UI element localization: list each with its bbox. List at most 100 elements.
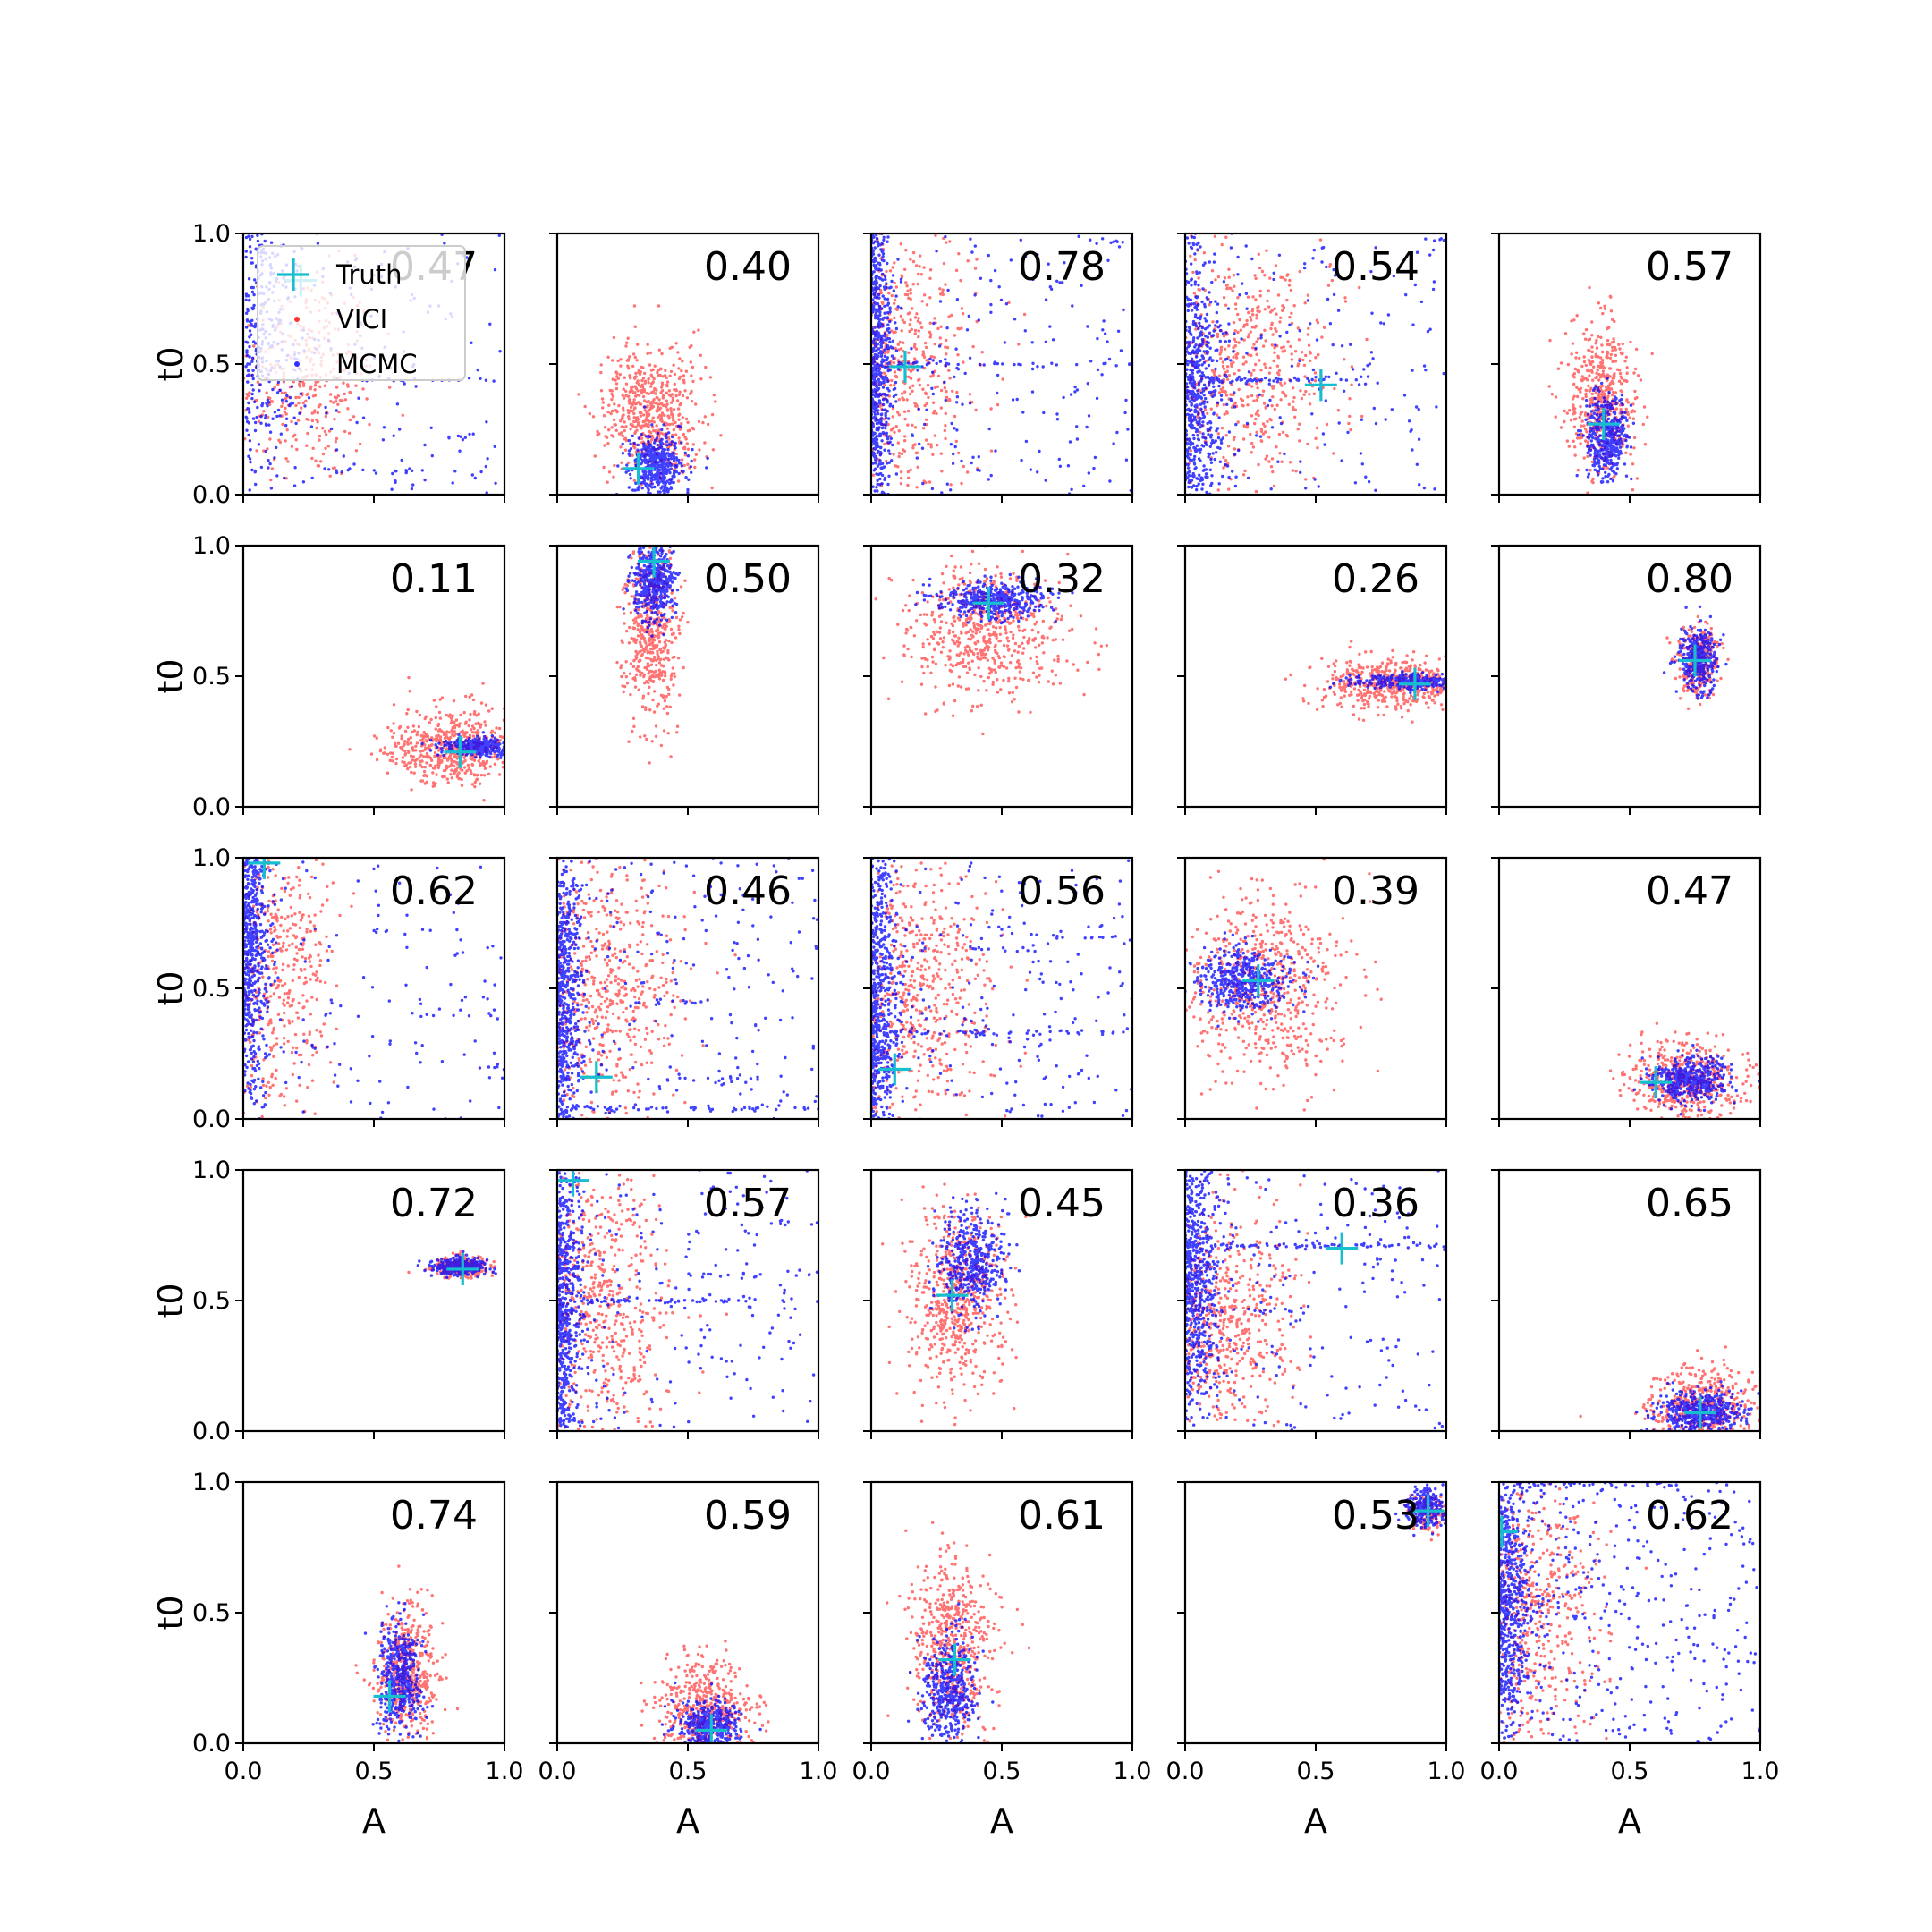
panel-value-label: 0.40 bbox=[704, 244, 792, 290]
x-tick-label: 0.5 bbox=[983, 1758, 1021, 1785]
mcmc-samples bbox=[906, 1602, 995, 1743]
panel-4: 0.54 bbox=[1177, 232, 1448, 503]
panel-9: 0.26 bbox=[1177, 544, 1448, 815]
panel-24: 0.0 0.5 1.0 A 0.53 bbox=[1166, 1480, 1466, 1841]
mcmc-samples bbox=[1662, 605, 1728, 700]
mcmc-samples bbox=[1632, 1043, 1760, 1116]
legend-entry-truth: Truth bbox=[277, 258, 402, 291]
truth-marker bbox=[1241, 964, 1275, 997]
x-tick-label: 1.0 bbox=[1741, 1758, 1780, 1785]
y-tick-label: 1.0 bbox=[192, 1157, 231, 1184]
panel-value-label: 0.74 bbox=[390, 1493, 478, 1538]
legend-entry-vici: VICI bbox=[294, 304, 387, 335]
mcmc-samples bbox=[1328, 670, 1446, 695]
mcmc-samples bbox=[420, 731, 504, 759]
legend-marker bbox=[294, 317, 300, 322]
y-axis-label: t0 bbox=[151, 1283, 191, 1318]
panels-layer: 0.0 0.5 1.0 t0 0.47 0.40 0.78 0.54 0.57 0.0 0.5 1.0… bbox=[151, 220, 1780, 1841]
y-tick-label: 0.5 bbox=[192, 1599, 231, 1627]
panel-points bbox=[1662, 605, 1730, 710]
legend-entry-mcmc: MCMC bbox=[294, 349, 418, 379]
x-tick-label: 0.0 bbox=[225, 1758, 263, 1785]
panel-22: 0.0 0.5 1.0 A 0.59 bbox=[538, 1480, 837, 1841]
panel-points bbox=[557, 858, 818, 1119]
truth-marker bbox=[446, 1252, 479, 1285]
panel-6: 0.0 0.5 1.0 t0 0.11 bbox=[151, 532, 506, 821]
mcmc-samples bbox=[557, 858, 818, 1119]
panel-value-label: 0.56 bbox=[1018, 869, 1106, 914]
truth-marker bbox=[1398, 667, 1431, 700]
x-tick-label: 0.5 bbox=[355, 1758, 394, 1785]
y-tick-label: 1.0 bbox=[192, 844, 231, 872]
truth-marker bbox=[1304, 369, 1337, 402]
y-axis-label: t0 bbox=[151, 970, 191, 1005]
y-tick-label: 1.0 bbox=[192, 220, 231, 248]
truth-marker bbox=[936, 1279, 969, 1312]
panel-value-label: 0.54 bbox=[1332, 244, 1419, 290]
truth-marker bbox=[972, 587, 1005, 620]
y-axis-label: t0 bbox=[151, 346, 191, 381]
x-tick-label: 0.0 bbox=[852, 1758, 891, 1785]
truth-marker bbox=[1683, 1396, 1716, 1429]
panel-points bbox=[1185, 1170, 1446, 1431]
panel-value-label: 0.78 bbox=[1018, 244, 1106, 290]
panel-11: 0.0 0.5 1.0 t0 0.62 bbox=[151, 844, 506, 1133]
y-tick-label: 0.5 bbox=[192, 975, 231, 1003]
panel-points bbox=[1185, 233, 1446, 495]
y-tick-label: 0.0 bbox=[192, 793, 231, 821]
panel-value-label: 0.72 bbox=[390, 1181, 478, 1226]
mcmc-samples bbox=[871, 858, 1132, 1119]
x-axis-label: A bbox=[362, 1801, 386, 1841]
panel-value-label: 0.32 bbox=[1018, 556, 1106, 602]
panel-points bbox=[874, 546, 1108, 736]
panel-16: 0.0 0.5 1.0 t0 0.72 bbox=[151, 1157, 506, 1445]
legend: Truth VICI MCMC bbox=[257, 245, 466, 381]
panel-7: 0.50 bbox=[549, 544, 820, 815]
panel-value-label: 0.26 bbox=[1332, 556, 1419, 602]
panel-value-label: 0.80 bbox=[1646, 556, 1733, 602]
legend-label: Truth bbox=[335, 259, 402, 290]
truth-marker bbox=[1499, 1515, 1518, 1548]
panel-23: 0.0 0.5 1.0 A 0.61 bbox=[852, 1480, 1152, 1841]
legend-marker bbox=[294, 361, 300, 367]
truth-marker bbox=[1587, 408, 1620, 441]
y-tick-label: 1.0 bbox=[192, 1469, 231, 1496]
panel-value-label: 0.57 bbox=[1646, 244, 1733, 290]
x-axis-label: A bbox=[1304, 1801, 1327, 1841]
panel-10: 0.80 bbox=[1491, 544, 1762, 815]
panel-5: 0.57 bbox=[1491, 232, 1762, 503]
panel-18: 0.45 bbox=[863, 1168, 1134, 1439]
x-tick-label: 0.0 bbox=[538, 1758, 577, 1785]
panel-points bbox=[354, 1564, 460, 1743]
x-tick-label: 0.0 bbox=[1480, 1758, 1519, 1785]
y-tick-label: 0.5 bbox=[192, 351, 231, 378]
truth-marker bbox=[1640, 1066, 1673, 1099]
panel-value-label: 0.45 bbox=[1018, 1181, 1106, 1226]
x-tick-label: 1.0 bbox=[1114, 1758, 1152, 1785]
panel-points bbox=[557, 1170, 818, 1431]
y-tick-label: 0.5 bbox=[192, 663, 231, 691]
panel-value-label: 0.36 bbox=[1332, 1181, 1419, 1226]
panel-points bbox=[1608, 1021, 1760, 1119]
truth-marker bbox=[695, 1714, 728, 1743]
panel-value-label: 0.65 bbox=[1646, 1181, 1733, 1226]
truth-marker bbox=[938, 1643, 971, 1676]
panel-value-label: 0.57 bbox=[704, 1181, 792, 1226]
y-tick-label: 0.0 bbox=[192, 1730, 231, 1758]
panel-value-label: 0.53 bbox=[1332, 1493, 1419, 1538]
panel-points bbox=[577, 304, 723, 495]
panel-value-label: 0.62 bbox=[1646, 1493, 1733, 1538]
legend-box bbox=[257, 245, 466, 381]
x-tick-label: 1.0 bbox=[1428, 1758, 1466, 1785]
panel-25: 0.0 0.5 1.0 A 0.62 bbox=[1480, 1480, 1780, 1841]
truth-marker bbox=[373, 1680, 406, 1713]
panel-value-label: 0.59 bbox=[704, 1493, 792, 1538]
truth-marker bbox=[1326, 1232, 1359, 1265]
panel-15: 0.47 bbox=[1491, 856, 1762, 1127]
truth-marker bbox=[557, 1170, 589, 1197]
panel-value-label: 0.47 bbox=[1646, 869, 1733, 914]
panel-2: 0.40 bbox=[549, 232, 820, 503]
panel-value-label: 0.61 bbox=[1018, 1493, 1106, 1538]
panel-19: 0.36 bbox=[1177, 1168, 1448, 1439]
